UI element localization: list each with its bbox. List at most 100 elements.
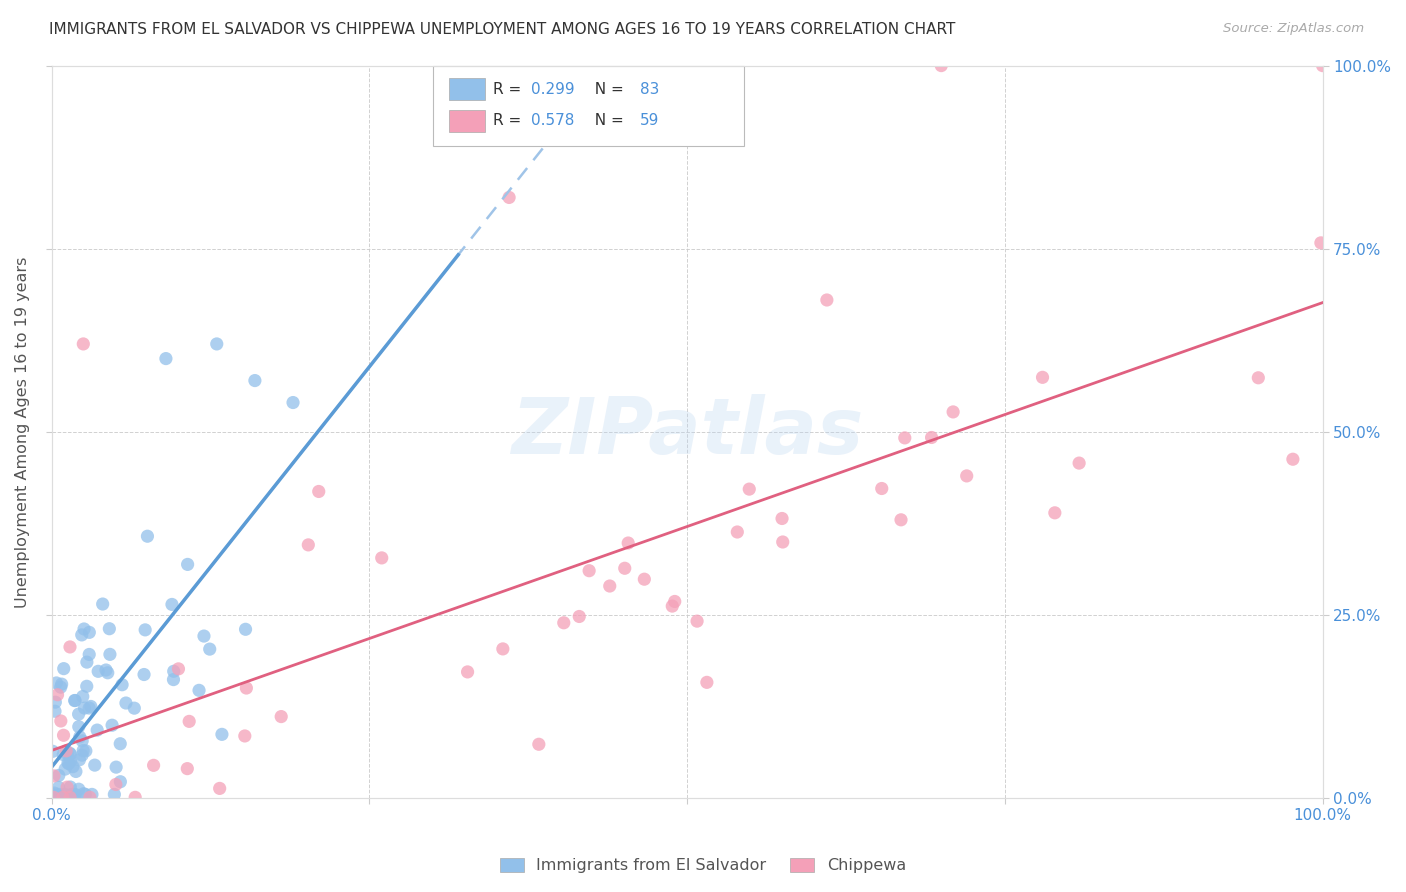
Point [62, 788, 84, 802]
Point [163, 665, 186, 679]
Point [98, 622, 121, 636]
Point [110, 774, 132, 789]
Point [52, 728, 75, 742]
Text: 0.299: 0.299 [530, 81, 574, 96]
Point [498, 190, 520, 204]
Point [661, 599, 683, 613]
Point [58, 756, 80, 771]
Point [1069, 456, 1091, 470]
Point [46, 688, 69, 702]
Point [1312, 59, 1334, 73]
Text: 0.578: 0.578 [530, 113, 574, 128]
Point [270, 709, 292, 723]
Point [297, 538, 319, 552]
Y-axis label: Unemployment Among Ages 16 to 19 years: Unemployment Among Ages 16 to 19 years [15, 256, 30, 607]
Legend: Immigrants from El Salvador, Chippewa: Immigrants from El Salvador, Chippewa [494, 851, 912, 880]
Point [53, 762, 76, 776]
Point [115, 696, 138, 710]
Point [664, 594, 686, 608]
Point [890, 513, 912, 527]
Point [132, 667, 155, 681]
Point [1043, 506, 1066, 520]
Point [457, 665, 479, 679]
Point [44, 704, 66, 718]
Point [76, 655, 98, 669]
Point [617, 536, 640, 550]
Point [815, 293, 838, 307]
Point [73, 622, 96, 636]
Point [80, 699, 103, 714]
Point [44, 786, 66, 800]
Point [308, 484, 330, 499]
Point [104, 777, 127, 791]
Point [42, 790, 65, 805]
Point [235, 622, 257, 636]
Point [105, 760, 128, 774]
Text: Source: ZipAtlas.com: Source: ZipAtlas.com [1223, 22, 1364, 36]
Point [725, 524, 748, 539]
FancyBboxPatch shape [450, 110, 485, 131]
Point [281, 395, 304, 409]
Point [70, 748, 93, 763]
Point [599, 579, 621, 593]
Point [53, 788, 76, 802]
Point [59, 747, 82, 761]
Point [67, 782, 90, 797]
Point [160, 598, 183, 612]
Point [94, 663, 117, 677]
Point [179, 714, 201, 729]
Point [42, 788, 65, 802]
Point [894, 431, 917, 445]
Point [73, 701, 96, 715]
Point [69, 730, 91, 744]
Point [98, 648, 121, 662]
Point [56, 756, 79, 770]
Point [59, 640, 82, 654]
Point [65, 764, 87, 779]
Point [929, 59, 952, 73]
Point [243, 374, 266, 388]
Point [770, 511, 793, 525]
Point [67, 720, 90, 734]
Text: R =: R = [492, 81, 526, 96]
Point [1282, 452, 1305, 467]
Point [56, 780, 79, 794]
Point [136, 529, 159, 543]
Point [553, 615, 575, 630]
Point [942, 405, 965, 419]
Point [72, 690, 94, 704]
Point [59, 780, 82, 794]
Point [42, 744, 65, 758]
Point [1031, 370, 1053, 384]
Point [72, 337, 94, 351]
Point [72, 743, 94, 757]
Text: 83: 83 [640, 81, 659, 96]
Point [870, 482, 893, 496]
Point [103, 788, 125, 802]
Point [48, 780, 70, 795]
Point [208, 781, 231, 796]
Point [578, 564, 600, 578]
Point [111, 678, 134, 692]
Point [49, 714, 72, 728]
Point [52, 662, 75, 676]
Point [72, 787, 94, 801]
Point [75, 744, 97, 758]
FancyBboxPatch shape [433, 66, 744, 146]
Point [633, 572, 655, 586]
Point [56, 747, 79, 761]
Point [162, 673, 184, 687]
Point [75, 788, 97, 802]
Point [155, 351, 177, 366]
Point [772, 535, 794, 549]
Point [205, 337, 228, 351]
Point [1309, 235, 1331, 250]
Point [176, 558, 198, 572]
Point [59, 790, 82, 805]
Point [49, 680, 72, 694]
Point [1247, 371, 1270, 385]
Point [211, 727, 233, 741]
Point [79, 790, 101, 805]
Point [63, 788, 86, 802]
Point [738, 482, 761, 496]
